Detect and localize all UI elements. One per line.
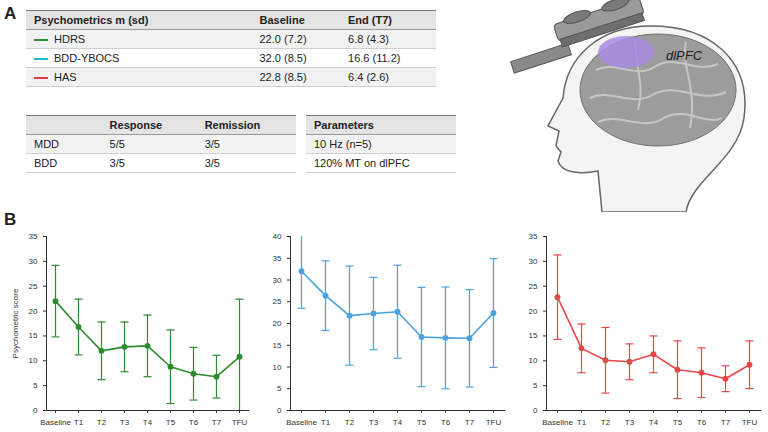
svg-text:10: 10 [273,363,282,372]
svg-text:TFU: TFU [486,418,502,427]
html-text:Response: Response [109,119,163,131]
html-text:16.6 (11.2): 16.6 (11.2) [348,52,401,64]
svg-text:T4: T4 [143,418,153,427]
svg-text:T4: T4 [393,418,403,427]
svg-text:T3: T3 [120,418,130,427]
svg-text:dlPFC: dlPFC [666,48,703,63]
svg-text:Baseline: Baseline [542,418,573,427]
html-text:3/5: 3/5 [204,138,220,150]
svg-text:15: 15 [29,331,38,340]
svg-text:5: 5 [33,381,38,390]
svg-text:30: 30 [273,276,282,285]
svg-text:Baseline: Baseline [286,418,317,427]
svg-text:5: 5 [277,384,282,393]
svg-text:T2: T2 [345,418,355,427]
svg-text:15: 15 [273,341,282,350]
svg-text:20: 20 [529,307,538,316]
svg-text:20: 20 [273,319,282,328]
html-text:3/5: 3/5 [204,157,220,169]
svg-text:0: 0 [33,406,38,415]
svg-text:T4: T4 [649,418,659,427]
svg-text:10: 10 [29,356,38,365]
svg-text:5: 5 [533,381,538,390]
svg-text:40: 40 [273,232,282,241]
svg-text:T1: T1 [577,418,587,427]
html-text:Psychometrics m (sd): Psychometrics m (sd) [34,14,149,26]
svg-text:Psychometric score: Psychometric score [11,288,20,358]
svg-text:T6: T6 [189,418,199,427]
html-text:22.8 (8.5): 22.8 (8.5) [259,71,307,83]
html-text:Parameters: Parameters [314,119,374,131]
svg-text:25: 25 [273,297,282,306]
svg-text:T5: T5 [417,418,427,427]
html-text:22.0 (7.2): 22.0 (7.2) [259,33,307,45]
svg-text:T6: T6 [697,418,707,427]
svg-text:T7: T7 [721,418,731,427]
html-text:6.4 (2.6): 6.4 (2.6) [348,71,389,83]
svg-text:T5: T5 [166,418,176,427]
svg-text:10: 10 [529,356,538,365]
svg-text:T3: T3 [625,418,635,427]
svg-text:T3: T3 [369,418,379,427]
svg-text:30: 30 [529,257,538,266]
html-text:BDD: BDD [34,157,58,169]
html-text:HAS: HAS [54,71,77,83]
svg-text:0: 0 [533,406,538,415]
svg-text:T5: T5 [673,418,683,427]
html-text:120% MT on dlPFC: 120% MT on dlPFC [314,157,410,169]
svg-text:0: 0 [277,406,282,415]
html-text:B: B [4,210,17,229]
html-text:Baseline: Baseline [259,14,305,26]
svg-text:25: 25 [529,282,538,291]
svg-text:25: 25 [29,282,38,291]
svg-text:T6: T6 [441,418,451,427]
html-text:6.8 (4.3): 6.8 (4.3) [348,33,389,45]
html-text:5/5: 5/5 [109,138,125,150]
html-text:10 Hz (n=5): 10 Hz (n=5) [314,138,372,150]
svg-text:T1: T1 [321,418,331,427]
svg-text:T7: T7 [465,418,475,427]
html-text:BDD-YBOCS: BDD-YBOCS [54,52,120,64]
svg-text:TFU: TFU [232,418,248,427]
svg-text:TFU: TFU [742,418,758,427]
html-text:End (T7): End (T7) [348,14,392,26]
svg-text:30: 30 [29,257,38,266]
svg-text:T2: T2 [601,418,611,427]
html-text:3/5: 3/5 [109,157,125,169]
svg-text:35: 35 [273,254,282,263]
svg-text:Baseline: Baseline [40,418,71,427]
svg-text:20: 20 [29,307,38,316]
html-text:Remission: Remission [204,119,261,131]
html-text:HDRS: HDRS [54,33,86,45]
html-text:A: A [4,4,17,23]
svg-text:35: 35 [529,232,538,241]
svg-text:T2: T2 [97,418,107,427]
svg-text:35: 35 [29,232,38,241]
svg-text:T7: T7 [212,418,222,427]
svg-text:T1: T1 [74,418,84,427]
html-text:MDD: MDD [34,138,60,150]
html-text:32.0 (8.5): 32.0 (8.5) [259,52,307,64]
svg-text:15: 15 [529,331,538,340]
